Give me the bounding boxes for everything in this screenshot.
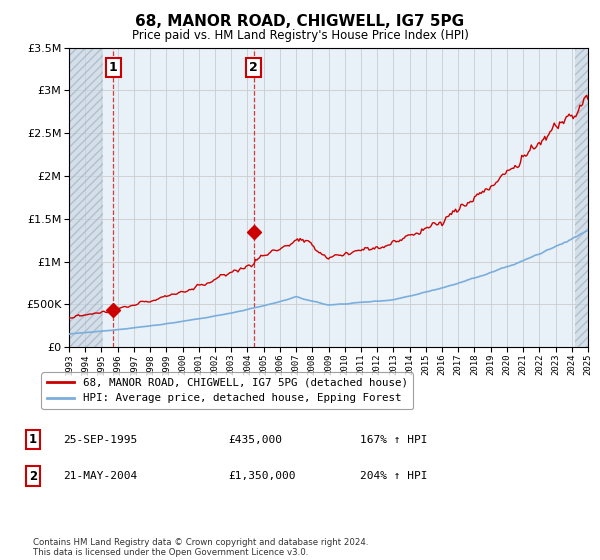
Text: 2: 2 xyxy=(249,61,258,74)
Legend: 68, MANOR ROAD, CHIGWELL, IG7 5PG (detached house), HPI: Average price, detached: 68, MANOR ROAD, CHIGWELL, IG7 5PG (detac… xyxy=(41,372,413,409)
Bar xyxy=(575,48,588,347)
Text: 2: 2 xyxy=(29,469,37,483)
Text: 167% ↑ HPI: 167% ↑ HPI xyxy=(360,435,427,445)
Text: £1,350,000: £1,350,000 xyxy=(228,471,296,481)
Bar xyxy=(69,48,103,347)
Text: Price paid vs. HM Land Registry's House Price Index (HPI): Price paid vs. HM Land Registry's House … xyxy=(131,29,469,42)
Text: 1: 1 xyxy=(109,61,118,74)
Text: 204% ↑ HPI: 204% ↑ HPI xyxy=(360,471,427,481)
Text: 25-SEP-1995: 25-SEP-1995 xyxy=(63,435,137,445)
Text: 68, MANOR ROAD, CHIGWELL, IG7 5PG: 68, MANOR ROAD, CHIGWELL, IG7 5PG xyxy=(136,14,464,29)
Text: £435,000: £435,000 xyxy=(228,435,282,445)
Text: 1: 1 xyxy=(29,433,37,446)
Text: 21-MAY-2004: 21-MAY-2004 xyxy=(63,471,137,481)
Text: Contains HM Land Registry data © Crown copyright and database right 2024.
This d: Contains HM Land Registry data © Crown c… xyxy=(33,538,368,557)
